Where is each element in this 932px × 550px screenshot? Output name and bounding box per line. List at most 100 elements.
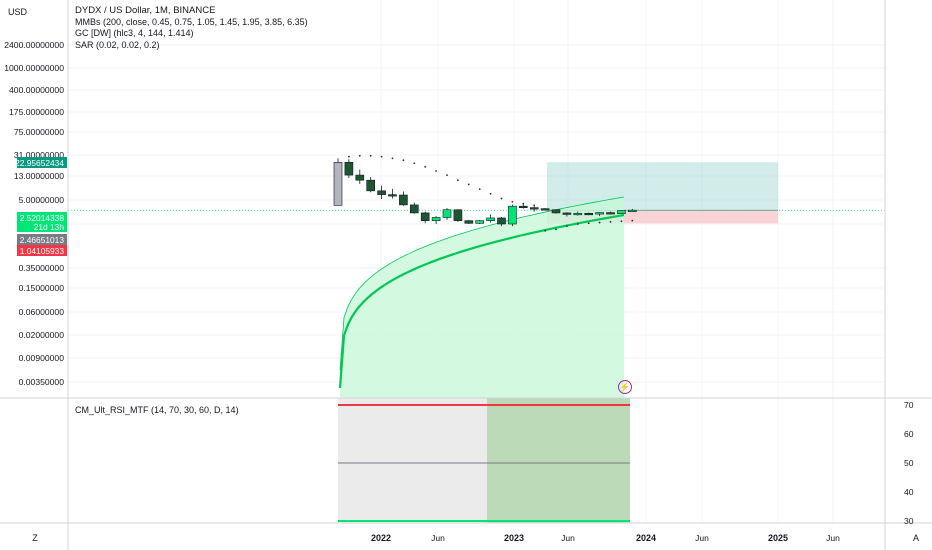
candle-body	[508, 205, 517, 225]
candle-body	[529, 207, 539, 210]
indicator-gc[interactable]: GC [DW] (hlc3, 4, 144, 1.414)	[75, 28, 194, 38]
candle-body	[617, 210, 626, 214]
candle-2023-01	[508, 204, 517, 227]
sar-dot	[598, 221, 601, 224]
time-tick-label: 2023	[504, 533, 524, 543]
candle-2023-10	[606, 211, 615, 215]
sar-dot	[533, 204, 536, 207]
indicator-sar[interactable]: SAR (0.02, 0.02, 0.2)	[75, 39, 160, 50]
candle-2023-06	[562, 212, 572, 217]
sar-dot	[413, 162, 416, 165]
sar-dot	[391, 157, 394, 160]
sar-dot	[620, 220, 623, 223]
time-tick-label: 2025	[768, 533, 788, 543]
sar-dot	[631, 219, 634, 222]
rsi-tick-label: 30	[904, 516, 914, 526]
price-tick-label: 400.00000000	[9, 85, 64, 95]
sar-dot	[424, 165, 427, 168]
zoom-label: Z	[32, 533, 38, 543]
badge-bg	[17, 234, 67, 245]
badge-bg	[17, 212, 67, 223]
rsi-tick-label: 50	[904, 458, 914, 468]
candle-2023-04	[540, 208, 550, 211]
candles	[333, 158, 637, 227]
candle-body	[606, 212, 615, 215]
badge-bg	[17, 245, 67, 256]
candle-body	[497, 217, 506, 225]
badge-text: 22.95652434	[15, 158, 64, 168]
time-tick-label: Jun	[695, 533, 709, 543]
badge-text: 2.52014338	[20, 213, 65, 223]
symbol-title[interactable]: DYDX / US Dollar, 1M, BINANCE	[75, 5, 216, 16]
rsi-tick-label: 70	[904, 400, 914, 410]
candle-body	[344, 162, 354, 176]
sar-dot	[587, 222, 590, 225]
sar-dot	[609, 221, 612, 223]
time-tick-label: Jun	[561, 533, 575, 543]
price-tick-label: 1000.00000000	[4, 63, 64, 73]
sar-dot	[576, 223, 579, 225]
candle-body	[486, 217, 495, 221]
lightning-icon[interactable]: ⚡	[618, 380, 632, 394]
sar-dot	[566, 225, 568, 228]
time-tick-label: 2024	[636, 533, 656, 543]
candle-body	[475, 220, 485, 224]
sar-dot	[446, 174, 448, 176]
sar-dot	[402, 159, 405, 162]
price-tick-label: 13.00000000	[14, 171, 64, 181]
candle-body	[562, 212, 572, 215]
candle-body	[431, 217, 441, 221]
gc-band-fill	[340, 197, 624, 398]
sar-dot	[555, 228, 557, 231]
badge-bg	[17, 157, 67, 168]
rsi-tick-label: 60	[904, 429, 914, 439]
badge-text: 1.04105933	[20, 246, 65, 256]
auto-label: A	[913, 533, 919, 543]
rsi-axis[interactable]: 70 60 50 40 30	[904, 400, 914, 526]
sar-dots	[348, 154, 634, 232]
candle-2022-05	[420, 211, 430, 224]
price-tick-label: 0.00350000	[19, 377, 65, 387]
candle-2022-03	[399, 191, 408, 206]
sar-dot	[467, 183, 470, 186]
candle-2023-02	[518, 204, 528, 209]
chart-legend: DYDX / US Dollar, 1M, BINANCE MMBs (200,…	[75, 5, 308, 51]
sar-dot	[348, 155, 350, 158]
badge-text: 21d 13h	[34, 222, 65, 232]
price-badge-0: 22.95652434	[15, 157, 67, 168]
candle-2021-09	[333, 158, 343, 206]
price-tick-label: 0.35000000	[19, 263, 65, 273]
candle-body	[420, 212, 430, 221]
rsi-legend[interactable]: CM_Ult_RSI_MTF (14, 70, 30, 60, D, 14)	[75, 405, 239, 415]
time-tick-label: Jun	[826, 533, 840, 543]
candle-2021-11	[355, 169, 365, 184]
time-axis[interactable]: Z A 2022 Jun 2023 Jun 2024 Jun 2025 Jun	[32, 533, 919, 543]
candle-body	[409, 204, 419, 214]
candle-2023-05	[551, 209, 561, 214]
price-badge-3: 2.46651013	[17, 234, 67, 245]
candle-2021-10	[344, 159, 354, 179]
price-tick-label: 2400.00000000	[4, 40, 64, 50]
badge-bg	[17, 221, 67, 232]
candle-body	[366, 179, 376, 192]
rsi-grey-zone	[338, 398, 487, 523]
candle-body	[540, 208, 550, 211]
candle-2022-04	[409, 202, 419, 214]
candle-2023-11	[617, 210, 626, 215]
rsi-green-zone	[487, 398, 630, 523]
sar-dot	[435, 170, 437, 172]
time-tick-label: Jun	[431, 533, 445, 543]
gc-band-upper	[339, 196, 625, 371]
indicator-mmbs[interactable]: MMBs (200, close, 0.45, 0.75, 1.05, 1.45…	[75, 16, 308, 27]
candle-body	[388, 194, 397, 197]
candle-2022-09	[464, 220, 474, 224]
sar-dot	[522, 202, 525, 205]
candle-2023-08	[584, 212, 594, 216]
candle-2023-03	[529, 206, 539, 212]
candle-2023-12	[627, 208, 637, 213]
price-axis[interactable]: USD 2400.00000000 1000.00000000 400.0000000…	[4, 7, 64, 387]
price-tick-label: 0.15000000	[19, 283, 65, 293]
